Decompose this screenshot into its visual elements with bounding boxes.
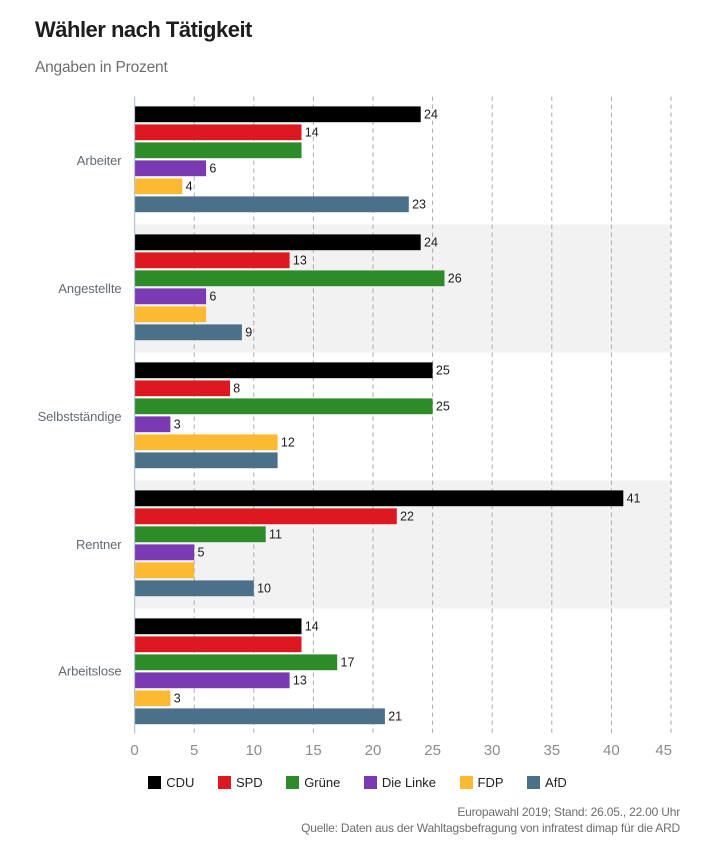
svg-text:40: 40	[603, 742, 620, 759]
svg-text:22: 22	[400, 509, 414, 523]
svg-text:41: 41	[627, 491, 641, 505]
svg-text:21: 21	[388, 709, 402, 723]
svg-text:13: 13	[293, 253, 307, 267]
svg-text:5: 5	[198, 545, 205, 559]
svg-text:23: 23	[412, 197, 426, 211]
svg-text:24: 24	[424, 107, 438, 121]
svg-text:17: 17	[341, 655, 355, 669]
svg-text:3: 3	[174, 417, 181, 431]
svg-text:5: 5	[190, 742, 198, 759]
svg-text:20: 20	[365, 742, 382, 759]
svg-text:25: 25	[436, 399, 450, 413]
svg-text:25: 25	[424, 742, 441, 759]
svg-text:0: 0	[130, 742, 138, 759]
svg-text:3: 3	[174, 691, 181, 705]
svg-text:8: 8	[233, 381, 240, 395]
svg-text:30: 30	[484, 742, 501, 759]
svg-text:Arbeiter: Arbeiter	[77, 153, 122, 168]
svg-text:26: 26	[448, 271, 462, 285]
svg-text:14: 14	[305, 125, 319, 139]
svg-text:6: 6	[209, 289, 216, 303]
svg-text:12: 12	[281, 435, 295, 449]
svg-text:4: 4	[186, 179, 193, 193]
svg-text:Arbeitslose: Arbeitslose	[58, 664, 121, 679]
svg-text:13: 13	[293, 673, 307, 687]
svg-text:10: 10	[257, 581, 271, 595]
svg-text:25: 25	[436, 363, 450, 377]
svg-text:14: 14	[305, 619, 319, 633]
svg-text:15: 15	[305, 742, 322, 759]
svg-text:11: 11	[269, 527, 282, 541]
svg-text:9: 9	[245, 325, 252, 339]
svg-text:6: 6	[209, 161, 216, 175]
svg-text:Selbstständige: Selbstständige	[38, 409, 122, 424]
svg-text:35: 35	[543, 742, 560, 759]
svg-text:24: 24	[424, 235, 438, 249]
svg-text:Angestellte: Angestellte	[58, 281, 121, 296]
svg-text:10: 10	[245, 742, 262, 759]
svg-text:45: 45	[655, 742, 672, 759]
svg-text:Rentner: Rentner	[76, 537, 122, 552]
